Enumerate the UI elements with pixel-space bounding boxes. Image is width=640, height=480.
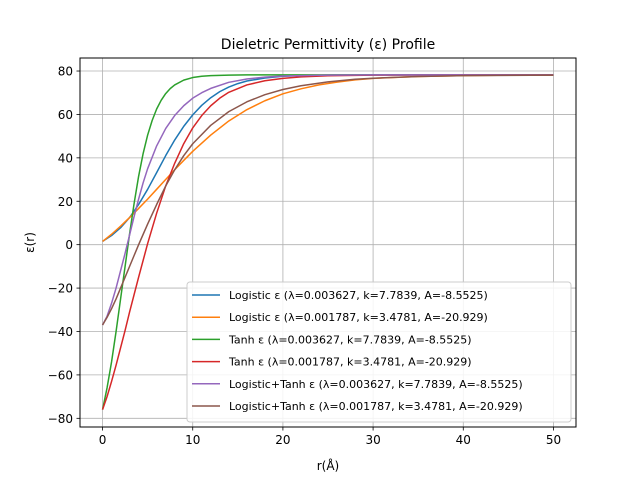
legend-label-1: Logistic ε (λ=0.003627, k=7.7839, A=-8.5…	[229, 289, 488, 302]
series-line-6	[101, 74, 554, 326]
legend: Logistic ε (λ=0.003627, k=7.7839, A=-8.5…	[186, 281, 572, 423]
y-tick-label: 60	[58, 108, 73, 122]
series-line-4	[101, 74, 554, 410]
x-tick-label: 50	[546, 433, 561, 447]
y-tick-label: −80	[48, 412, 73, 426]
x-tick-label: 20	[275, 433, 290, 447]
series-line-5	[101, 74, 554, 326]
y-tick-label: 40	[58, 151, 73, 165]
legend-label-5: Logistic+Tanh ε (λ=0.003627, k=7.7839, A…	[229, 378, 523, 391]
chart-title: Dieletric Permittivity (ε) Profile	[221, 37, 435, 53]
y-tick-label: −20	[48, 282, 73, 296]
plot-frame	[79, 57, 577, 428]
y-tick-label: −60	[48, 368, 73, 382]
y-tick-label: 0	[65, 238, 73, 252]
y-axis-label: ε(r)	[23, 232, 37, 253]
legend-box	[186, 281, 572, 423]
legend-label-3: Tanh ε (λ=0.003627, k=7.7839, A=-8.5525)	[228, 333, 472, 346]
y-tick-label: −40	[48, 325, 73, 339]
x-tick-label: 40	[456, 433, 471, 447]
series-lines	[101, 74, 554, 410]
y-tick-label: 20	[58, 195, 73, 209]
legend-label-4: Tanh ε (λ=0.001787, k=3.4781, A=-20.929)	[228, 356, 472, 369]
x-tick-label: 10	[185, 433, 200, 447]
legend-label-6: Logistic+Tanh ε (λ=0.001787, k=3.4781, A…	[229, 400, 523, 413]
x-axis-label: r(Å)	[317, 458, 340, 473]
ticks: 0 10 20 30 40 50 −80 −60 −40 −20 0 20 40 60 80	[48, 65, 561, 447]
legend-label-2: Logistic ε (λ=0.001787, k=3.4781, A=-20.…	[229, 311, 488, 324]
y-tick-label: 80	[58, 65, 73, 79]
x-tick-label: 30	[365, 433, 380, 447]
x-tick-label: 0	[99, 433, 107, 447]
